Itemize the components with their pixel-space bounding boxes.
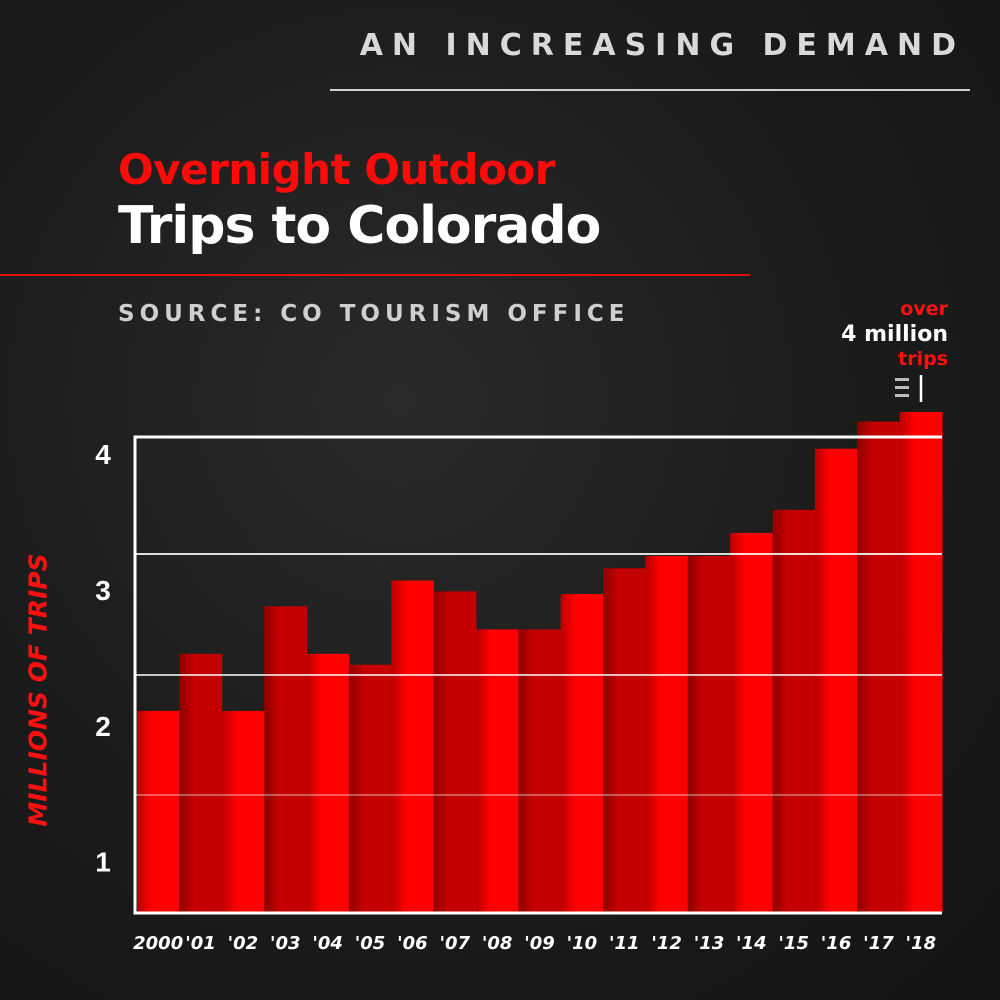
x-tick-label: '18 — [906, 933, 937, 954]
x-tick-label: '10 — [567, 933, 598, 954]
annotation: over 4 million trips — [841, 297, 948, 372]
x-tick-label: '11 — [609, 933, 640, 954]
annotation-line-1: over — [900, 298, 948, 320]
divider — [330, 89, 970, 91]
bar-shade — [518, 629, 561, 912]
bar-shade — [348, 664, 392, 912]
x-tick-label: '08 — [482, 933, 513, 954]
bar-shade — [687, 556, 731, 912]
x-tick-label: '01 — [185, 933, 216, 954]
bar-shade — [857, 421, 900, 912]
source-note: SOURCE: CO TOURISM OFFICE — [118, 301, 630, 327]
x-tick-label: '12 — [651, 933, 682, 954]
bar-shade — [264, 606, 307, 912]
x-tick-label: '13 — [694, 933, 725, 954]
bar-shade — [137, 710, 180, 912]
y-tick-label: 2 — [95, 711, 111, 742]
x-tick-label: '14 — [736, 933, 767, 954]
x-tick-label: '06 — [397, 933, 428, 954]
plot-frame — [133, 435, 942, 915]
x-tick-label: '03 — [270, 933, 301, 954]
title-divider — [0, 274, 750, 276]
bar-shade — [730, 532, 773, 912]
x-tick-label: '17 — [863, 933, 894, 954]
bar-shade — [475, 629, 519, 912]
x-tick-label: 2000 — [133, 933, 183, 954]
bar-shade — [391, 580, 434, 912]
kicker-heading: AN INCREASING DEMAND — [359, 28, 965, 63]
marker-icon — [895, 375, 923, 402]
bar-shade — [899, 412, 942, 912]
bar-shade — [772, 509, 815, 912]
x-tick-label: '07 — [439, 933, 470, 954]
title-line-2: Trips to Colorado — [118, 196, 601, 256]
annotation-line-3: trips — [898, 348, 948, 370]
x-tick-label: '15 — [778, 933, 809, 954]
bar-shade — [433, 591, 476, 912]
x-tick-label: '05 — [355, 933, 386, 954]
title-line-1: Overnight Outdoor — [118, 145, 555, 194]
bar-shade — [306, 653, 349, 912]
y-tick-label: 1 — [95, 847, 111, 878]
annotation-line-2: 4 million — [841, 322, 948, 347]
y-tick-label: 3 — [95, 575, 111, 606]
y-tick-label: 4 — [95, 439, 111, 470]
bar-shade — [179, 653, 222, 912]
bar-shade — [603, 568, 646, 912]
x-tick-label: '16 — [821, 933, 852, 954]
x-tick-label: '09 — [524, 933, 555, 954]
bar-shade — [645, 556, 688, 912]
x-tick-label: '02 — [228, 933, 259, 954]
bar-shade — [814, 448, 858, 912]
bar-shade — [221, 710, 265, 912]
bar-shade — [560, 594, 604, 912]
x-tick-label: '04 — [312, 933, 343, 954]
